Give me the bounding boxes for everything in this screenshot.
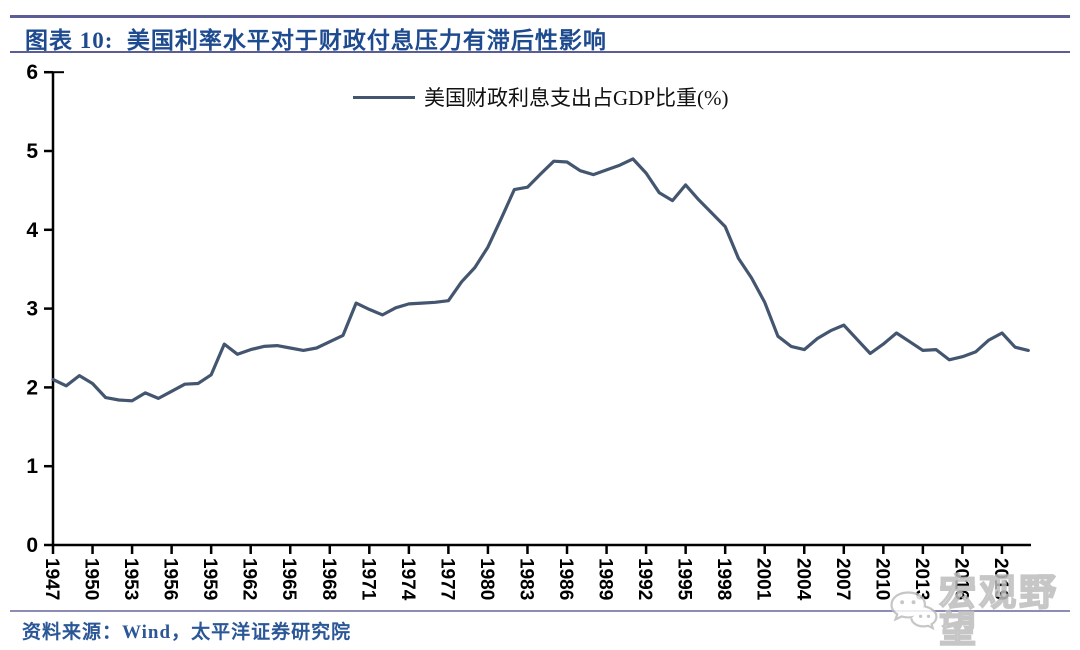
x-tick-label: 1947: [41, 558, 62, 600]
x-tick-label: 1965: [278, 558, 299, 601]
x-tick-label: 1995: [674, 558, 695, 601]
x-tick-label: 1977: [436, 558, 457, 600]
y-tick-label: 0: [26, 534, 38, 557]
x-tick-label: 2010: [871, 558, 892, 600]
page-title: 图表 10: 美国利率水平对于财政付息压力有滞后性影响: [25, 28, 607, 53]
x-tick-label: 1998: [713, 558, 734, 600]
x-tick-label: 1980: [476, 558, 497, 600]
x-tick-label: 2013: [911, 558, 932, 600]
legend-line-sample-icon: [353, 95, 415, 99]
x-tick-label: 1968: [318, 558, 339, 600]
y-tick-label: 4: [26, 219, 38, 242]
legend-label: 美国财政利息支出占GDP比重(%): [424, 86, 729, 110]
chart-legend: 美国财政利息支出占GDP比重(%): [353, 84, 729, 110]
x-tick-label: 2007: [832, 558, 853, 600]
x-tick-label: 1959: [199, 558, 220, 600]
y-tick-label: 2: [26, 376, 38, 399]
header-top-rule: [10, 15, 1070, 18]
y-tick-label: 3: [26, 298, 38, 321]
x-tick-label: 1992: [634, 558, 655, 600]
x-tick-label: 1971: [357, 558, 378, 601]
x-tick-label: 1956: [160, 558, 181, 600]
x-tick-label: 1950: [81, 558, 102, 600]
x-tick-label: 1986: [555, 558, 576, 600]
series-line: [51, 157, 1030, 403]
x-tick-label: 1962: [239, 558, 260, 600]
line-chart-canvas: 0 1 2 3 4 5 6 1947 1950 1953 1956 1959 1962 1965 1968 1…: [26, 61, 1031, 601]
x-tick-label: 2019: [990, 558, 1011, 600]
x-tick-label: 2016: [950, 558, 971, 600]
y-tick-label: 1: [26, 455, 38, 478]
source-note: 资料来源：Wind，太平洋证券研究院: [22, 622, 352, 643]
header-bottom-rule: [10, 51, 1070, 53]
x-tick-label: 2004: [792, 558, 813, 601]
x-tick-label: 1953: [120, 558, 141, 600]
x-tick-label: 1983: [515, 558, 536, 600]
y-tick-label: 5: [26, 140, 38, 163]
y-tick-label: 6: [26, 61, 38, 84]
x-tick-label: 1989: [595, 558, 616, 600]
x-tick-label: 2001: [753, 558, 774, 601]
footer-rule: [10, 610, 1070, 612]
x-tick-label: 1974: [397, 558, 418, 601]
